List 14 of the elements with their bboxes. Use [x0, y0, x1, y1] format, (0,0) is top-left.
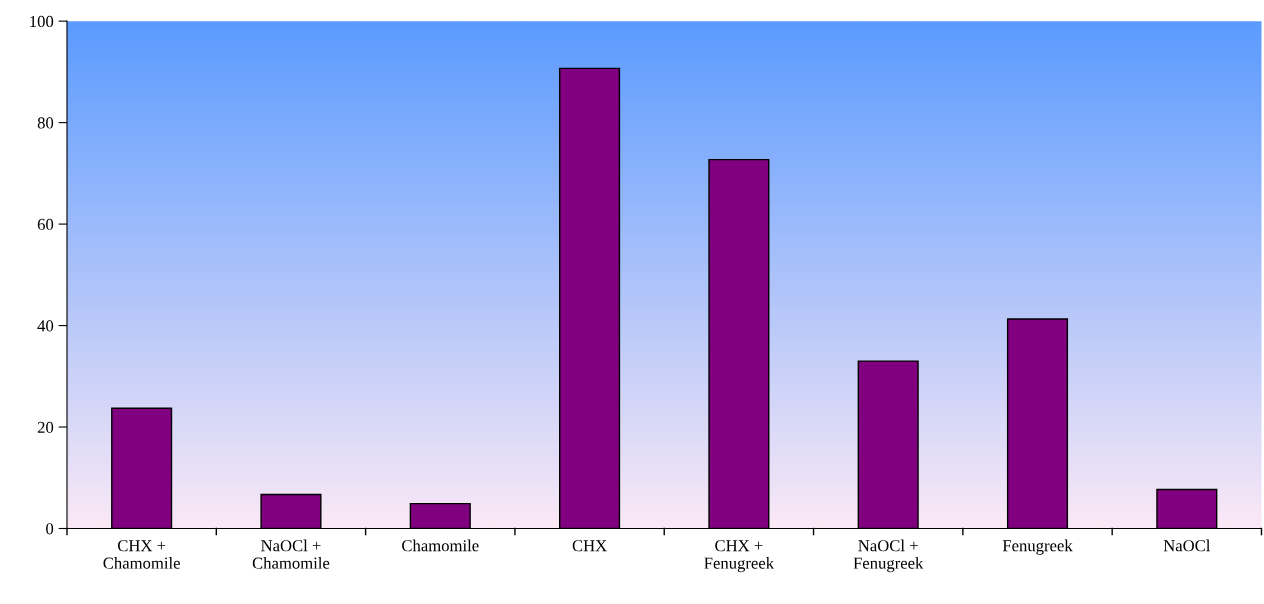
y-tick-label: 20: [37, 421, 54, 433]
x-tick-label: CHX: [572, 540, 607, 552]
y-tick-label: 80: [37, 117, 54, 129]
x-tick-label: CHX + Fenugreek: [704, 540, 775, 573]
y-tick-label: 100: [30, 15, 54, 28]
x-tick-label: NaOCl: [1163, 539, 1211, 552]
x-tick-label: NaOCl + Chamomile: [252, 539, 330, 569]
x-tick-label: NaOCl + Fenugreek: [853, 539, 924, 573]
x-tick-label: CHX + Chamomile: [103, 540, 180, 569]
x-tick-label: Chamomile: [402, 539, 479, 552]
y-tick-label: 0: [46, 523, 54, 535]
y-tick-label: 60: [37, 218, 54, 231]
x-tick-label: Fenugreek: [1002, 539, 1073, 555]
y-tick-label: 40: [37, 320, 54, 332]
